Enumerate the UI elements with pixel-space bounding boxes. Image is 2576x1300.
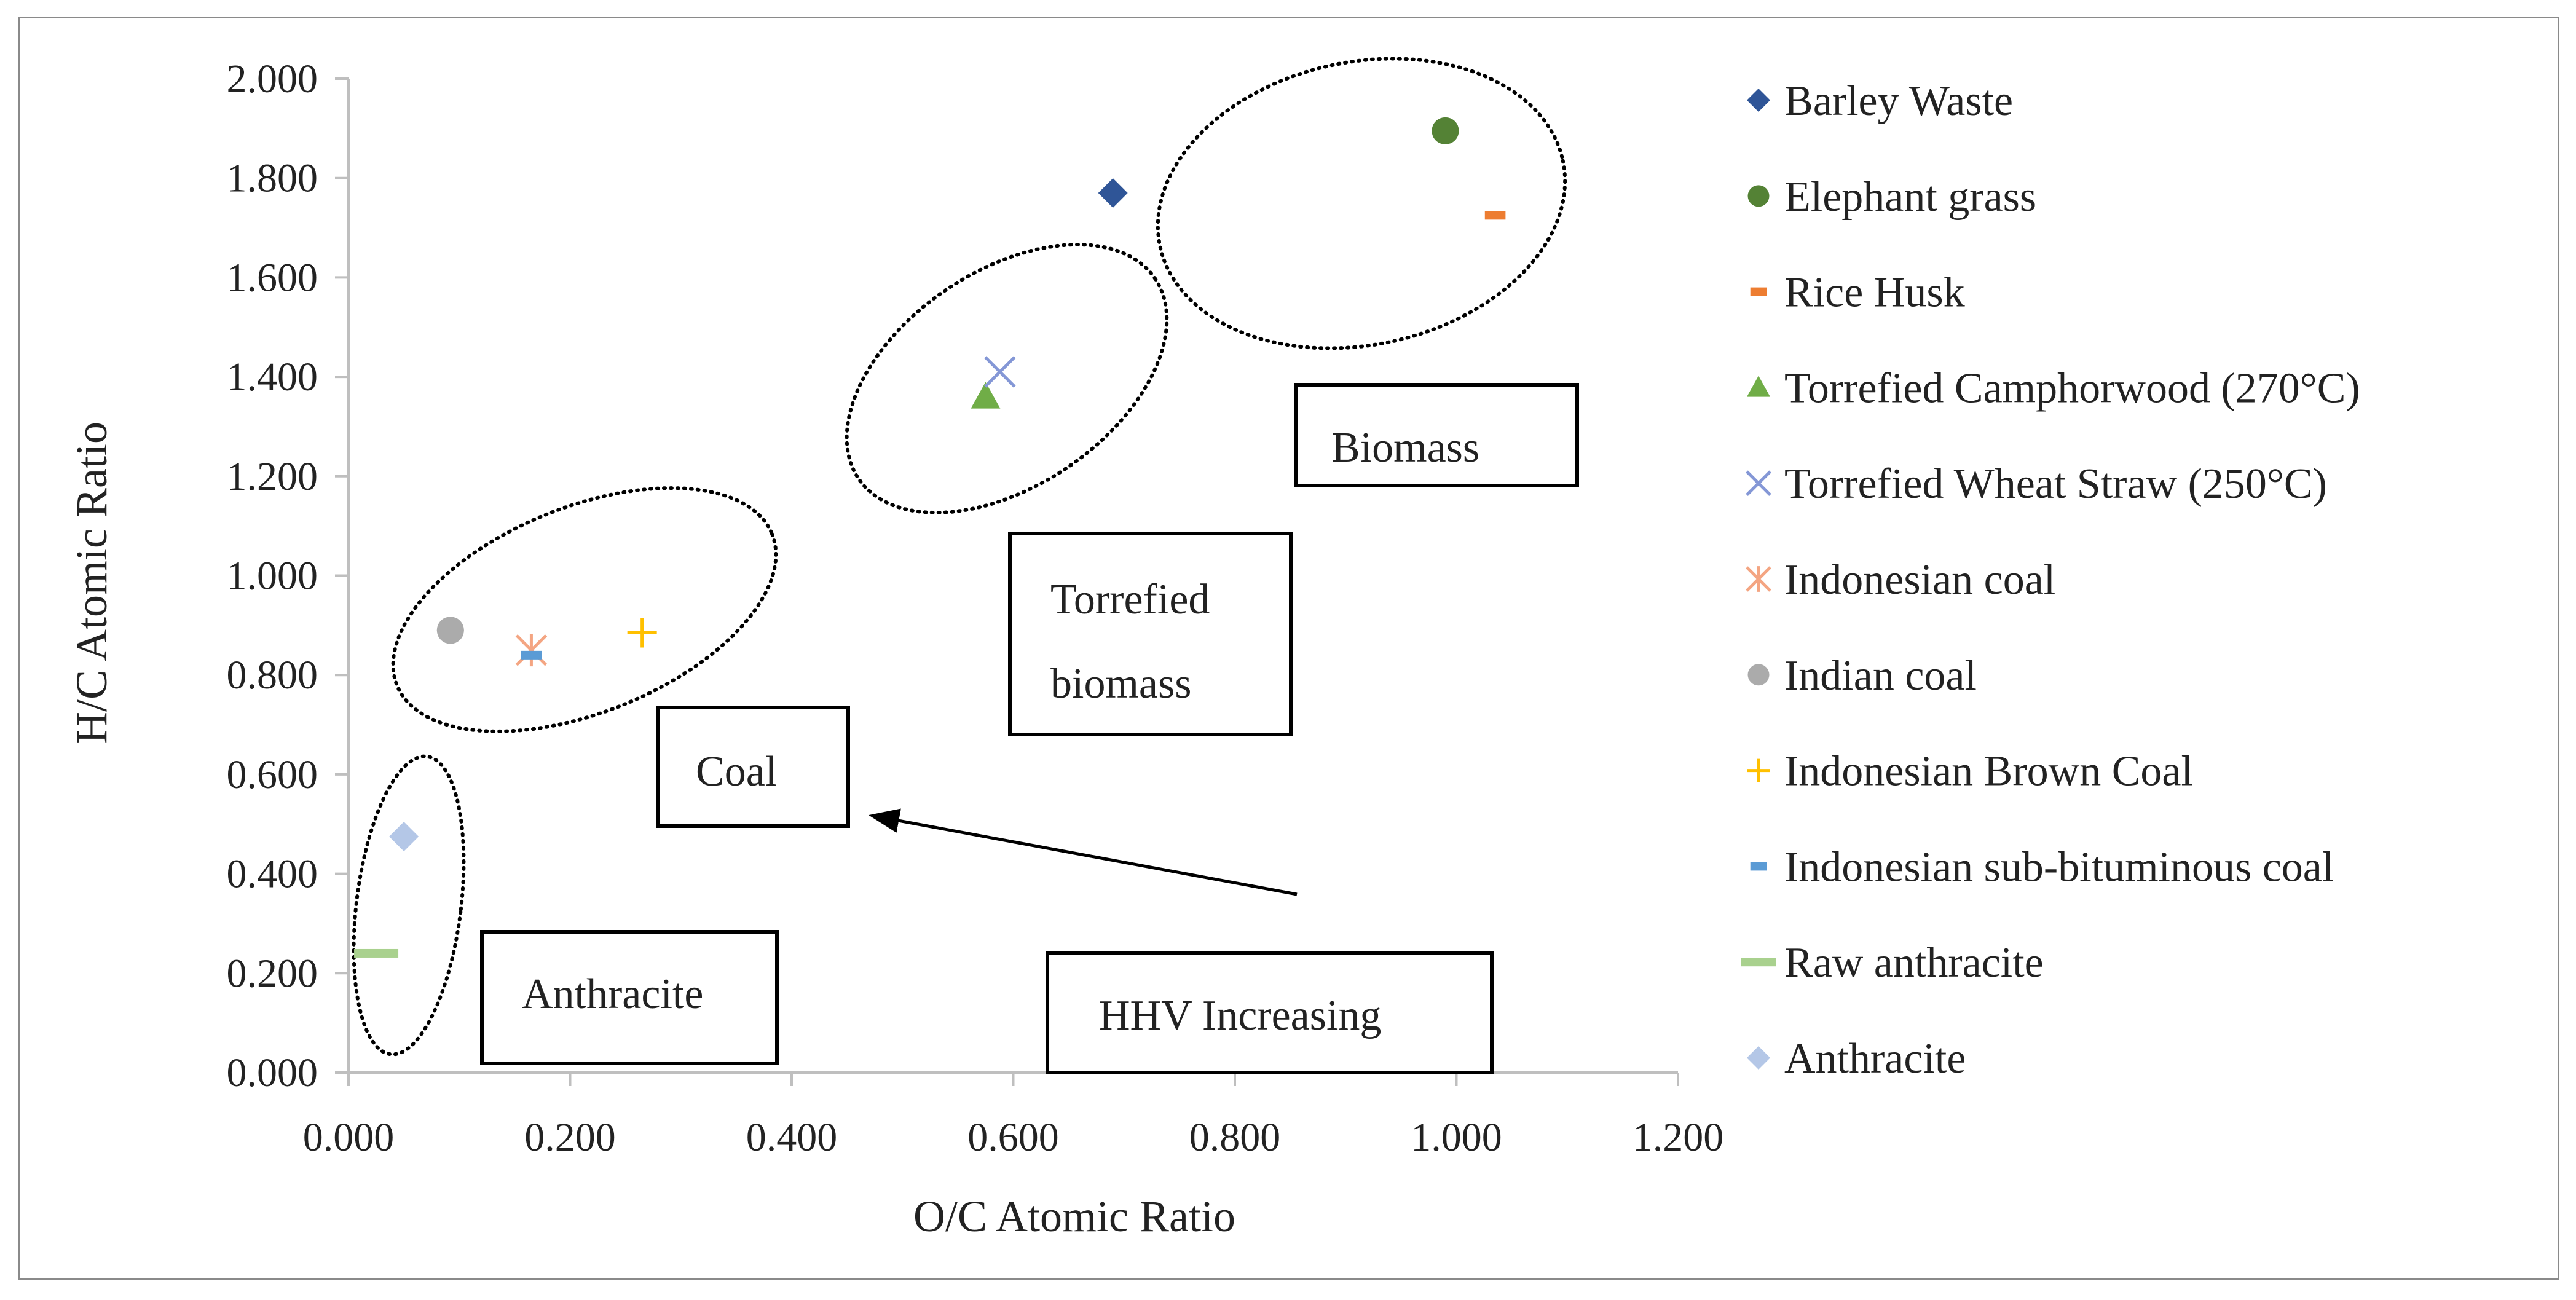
box-torrefied-biomass	[1008, 532, 1293, 736]
legend-label: Rice Husk	[1784, 269, 1965, 317]
point-rice-husk	[1484, 211, 1506, 220]
point-elephant-grass	[1432, 117, 1459, 144]
group-ellipses	[352, 57, 1567, 1057]
x-tick-label: 1.200	[1633, 1115, 1724, 1160]
y-tick-label: 1.000	[227, 554, 318, 599]
point-torrefied-camphorwood-270-c	[971, 382, 1001, 409]
legend-item-torrefied-camphorwood-270-c: Torrefied Camphorwood (270°C)	[1747, 364, 2360, 412]
tick-labels: 0.000 0.200 0.400 0.600 0.800 1.000 1.200 1.400…	[227, 57, 1724, 1160]
ellipse-torrefied-biomass	[845, 242, 1169, 515]
legend-label: Indonesian coal	[1784, 556, 2055, 604]
data-points	[354, 117, 1506, 958]
y-tick-label: 1.800	[227, 156, 318, 201]
legend-item-elephant-grass: Elephant grass	[1747, 173, 2036, 221]
legend-item-rice-husk: Rice Husk	[1750, 269, 1965, 317]
legend-label: Indonesian sub-bituminous coal	[1784, 843, 2334, 891]
hhv-arrow	[869, 808, 1298, 896]
legend-item-indonesian-sub-bituminous-coal: Indonesian sub-bituminous coal	[1750, 843, 2334, 891]
ellipse-biomass	[1156, 57, 1567, 350]
legend-marker	[1746, 566, 1771, 592]
x-tick-label: 0.600	[967, 1115, 1059, 1160]
point-raw-anthracite	[354, 948, 399, 958]
point-torrefied-wheat-straw-250-c	[984, 356, 1016, 388]
ellipse-anthracite	[352, 754, 466, 1057]
x-tick-label: 0.800	[1189, 1115, 1281, 1160]
legend-label: Barley Waste	[1784, 77, 2013, 125]
legend-marker	[1747, 185, 1770, 207]
point-indian-coal	[436, 617, 464, 644]
y-tick-label: 1.400	[227, 355, 318, 400]
box-biomass	[1294, 383, 1579, 487]
annotation-hhv: HHV Increasing	[1099, 992, 1381, 1039]
legend-marker	[1747, 1046, 1770, 1070]
x-tick-label: 0.400	[746, 1115, 838, 1160]
box-coal	[656, 706, 850, 828]
point-indonesian-sub-bituminous-coal	[521, 650, 542, 660]
legend-label: Indonesian Brown Coal	[1784, 748, 2193, 795]
x-tick-label: 0.000	[303, 1115, 395, 1160]
x-tick-label: 1.000	[1411, 1115, 1502, 1160]
legend: Barley Waste Elephant grass Rice Husk Torre…	[1741, 77, 2360, 1082]
legend-marker	[1741, 958, 1776, 967]
legend-marker	[1747, 376, 1770, 397]
legend-label: Elephant grass	[1784, 173, 2036, 221]
annotation-torrefied-line2: biomass	[1050, 660, 1191, 707]
legend-item-anthracite: Anthracite	[1747, 1035, 1966, 1082]
x-tick-label: 0.200	[524, 1115, 616, 1160]
legend-label: Raw anthracite	[1784, 939, 2044, 987]
y-tick-label: 0.400	[227, 852, 318, 897]
y-tick-label: 0.800	[227, 653, 318, 698]
y-axis-title: H/C Atomic Ratio	[67, 422, 116, 744]
legend-item-torrefied-wheat-straw-250-c: Torrefied Wheat Straw (250°C)	[1746, 460, 2327, 508]
legend-item-indonesian-brown-coal: Indonesian Brown Coal	[1747, 748, 2193, 795]
point-indonesian-coal	[515, 634, 548, 667]
annotation-biomass: Biomass	[1331, 424, 1479, 471]
legend-marker	[1747, 758, 1770, 782]
y-tick-label: 0.200	[227, 951, 318, 996]
point-indonesian-brown-coal	[627, 618, 657, 648]
legend-marker	[1750, 287, 1767, 296]
annotation-anthracite: Anthracite	[522, 971, 703, 1018]
point-anthracite	[389, 821, 419, 851]
legend-marker	[1746, 470, 1771, 496]
ellipse-coal	[391, 486, 778, 733]
legend-item-barley-waste: Barley Waste	[1747, 77, 2013, 125]
legend-item-raw-anthracite: Raw anthracite	[1741, 939, 2044, 987]
annotation-coal: Coal	[696, 748, 777, 795]
annotation-boxes	[480, 383, 1579, 1074]
point-barley-waste	[1098, 178, 1128, 208]
legend-marker	[1747, 664, 1770, 686]
y-tick-label: 0.600	[227, 752, 318, 797]
y-tick-label: 1.600	[227, 255, 318, 300]
legend-label: Indian coal	[1784, 652, 1977, 699]
legend-label: Anthracite	[1784, 1035, 1966, 1082]
legend-marker	[1750, 862, 1767, 871]
annotation-torrefied-line1: Torrefied	[1050, 576, 1210, 623]
box-hhv	[1046, 951, 1494, 1074]
legend-label: Torrefied Wheat Straw (250°C)	[1784, 460, 2327, 508]
y-tick-label: 1.200	[227, 454, 318, 499]
legend-item-indonesian-coal: Indonesian coal	[1746, 556, 2055, 604]
legend-marker	[1747, 89, 1770, 112]
legend-item-indian-coal: Indian coal	[1747, 652, 1977, 699]
box-anthracite	[480, 930, 779, 1065]
y-tick-label: 0.000	[227, 1050, 318, 1095]
x-axis-title: O/C Atomic Ratio	[913, 1192, 1235, 1241]
legend-label: Torrefied Camphorwood (270°C)	[1784, 364, 2360, 412]
y-tick-label: 2.000	[227, 57, 318, 101]
